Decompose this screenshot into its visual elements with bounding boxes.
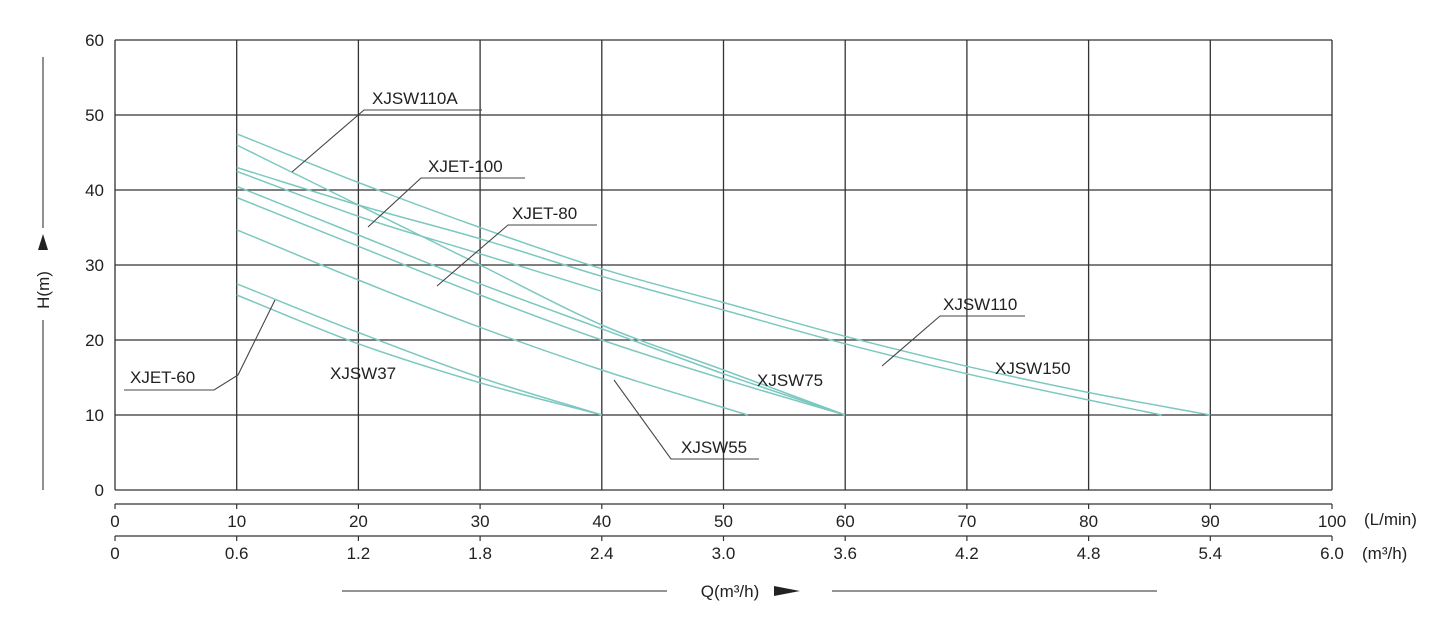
leader-xjet-100 — [367, 177, 525, 228]
x-tick-label-lmin: 20 — [349, 512, 368, 531]
x-tick-label-lmin: 70 — [957, 512, 976, 531]
leader-xjsw55 — [613, 379, 759, 460]
x-unit-lmin: (L/min) — [1364, 510, 1417, 529]
leader-lines — [124, 109, 1025, 460]
x-tick-label-m3h: 5.4 — [1198, 544, 1222, 563]
series-line-xjsw37 — [236, 294, 602, 416]
x-tick-label-lmin: 30 — [471, 512, 490, 531]
curve-label-xjsw75: XJSW75 — [757, 371, 823, 390]
x-tick-label-m3h: 3.0 — [712, 544, 736, 563]
y-axis: 0 10 20 30 40 50 60 — [85, 31, 104, 500]
y-tick-label: 0 — [95, 481, 104, 500]
x-tick-label-m3h: 4.8 — [1077, 544, 1101, 563]
leader-xjsw110 — [881, 315, 1025, 367]
leader-xjet-60 — [124, 299, 276, 391]
curve-label-xjsw150: XJSW150 — [995, 359, 1071, 378]
series-group — [236, 133, 1211, 416]
y-tick-label: 30 — [85, 256, 104, 275]
series-line-xjsw110a — [236, 144, 846, 416]
series-line-xjsw75 — [236, 185, 846, 416]
curve-label-xjet-100: XJET-100 — [428, 157, 503, 176]
x-tick-label-m3h: 3.6 — [833, 544, 857, 563]
curve-label-xjet-80: XJET-80 — [512, 204, 577, 223]
y-tick-label: 20 — [85, 331, 104, 350]
leader-xjsw110a — [291, 109, 482, 173]
curve-label-xjsw110: XJSW110 — [943, 295, 1017, 314]
curve-label-xjet-60: XJET-60 — [130, 368, 195, 387]
x-tick-label-lmin: 60 — [836, 512, 855, 531]
x-tick-label-m3h: 1.2 — [347, 544, 371, 563]
series-line-xjsw110 — [236, 166, 1162, 416]
x-tick-label-lmin: 90 — [1201, 512, 1220, 531]
grid — [114, 39, 1333, 491]
series-line-xjet-100 — [236, 170, 603, 293]
x-tick-label-m3h: 0.6 — [225, 544, 249, 563]
series-line-xjsw150 — [236, 133, 1211, 416]
y-tick-label: 40 — [85, 181, 104, 200]
x-tick-label-m3h: 6.0 — [1320, 544, 1344, 563]
x-tick-label-m3h: 2.4 — [590, 544, 614, 563]
leader-xjet-80 — [436, 224, 597, 287]
x-tick-label-lmin: 40 — [592, 512, 611, 531]
series-line-xjsw55 — [236, 229, 749, 416]
curve-label-xjsw37: XJSW37 — [330, 364, 396, 383]
x-tick-label-lmin: 80 — [1079, 512, 1098, 531]
x-axis-arrow-icon — [774, 586, 800, 596]
y-axis-title: H(m) — [34, 271, 53, 309]
x-unit-m3h: (m³/h) — [1362, 544, 1407, 563]
x-axis-title: Q(m³/h) — [701, 582, 760, 601]
x-tick-label-lmin: 10 — [227, 512, 246, 531]
x-axis-title-group: Q(m³/h) — [342, 582, 1157, 601]
curve-label-xjsw110a: XJSW110A — [372, 89, 458, 108]
x-axis: 0 0 10 0.6 20 1.2 30 1.8 40 2.4 50 3.0 60 3.6 70 4.2 80 4… — [110, 503, 1417, 563]
curve-label-xjsw55: XJSW55 — [681, 438, 747, 457]
y-tick-label: 60 — [85, 31, 104, 50]
curve-labels: XJSW110A XJET-100 XJET-80 XJSW110 XJSW15… — [130, 89, 1071, 457]
y-axis-arrow-icon — [38, 234, 48, 250]
x-tick-label-m3h: 4.2 — [955, 544, 979, 563]
x-tick-label-m3h: 0 — [110, 544, 119, 563]
y-axis-title-group: H(m) — [34, 57, 53, 490]
series-line-xjet-60 — [236, 283, 603, 416]
x-tick-label-lmin: 100 — [1318, 512, 1346, 531]
y-tick-label: 50 — [85, 106, 104, 125]
x-tick-label-lmin: 0 — [110, 512, 119, 531]
y-tick-label: 10 — [85, 406, 104, 425]
series-line-xjet-80 — [236, 196, 846, 416]
x-tick-label-lmin: 50 — [714, 512, 733, 531]
x-tick-label-m3h: 1.8 — [468, 544, 492, 563]
